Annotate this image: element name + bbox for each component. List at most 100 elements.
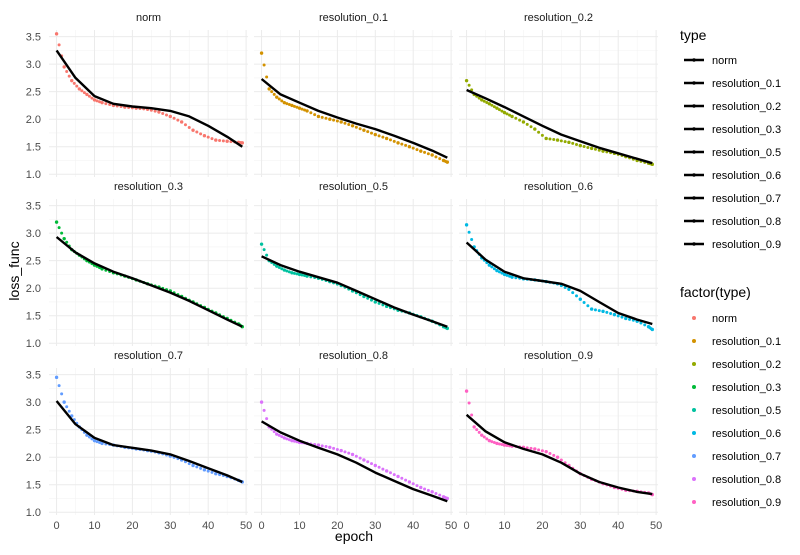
data-point-resolution-0-6 [500, 271, 504, 275]
data-point-resolution-0-8 [388, 471, 392, 475]
legend-key-point [692, 242, 696, 246]
data-point-resolution-0-7 [98, 441, 102, 445]
data-point-norm [157, 110, 161, 114]
data-point-resolution-0-6 [464, 223, 469, 227]
data-point-resolution-0-8 [290, 438, 294, 443]
data-point-resolution-0-7 [191, 463, 195, 468]
data-point-resolution-0-6 [597, 309, 601, 313]
data-point-resolution-0-2 [544, 136, 548, 141]
data-point-resolution-0-9 [480, 433, 484, 437]
fit-line-resolution-0-1 [260, 78, 448, 159]
data-point-resolution-0-3 [65, 240, 69, 244]
strip-label-resolution-0-2: resolution_0.2 [524, 12, 593, 24]
data-point-resolution-0-7 [214, 472, 218, 476]
data-point-resolution-0-7 [65, 405, 69, 409]
data-point-resolution-0-6 [609, 312, 613, 316]
legend-key-point [692, 408, 696, 412]
data-point-resolution-0-8 [426, 488, 430, 492]
data-point-resolution-0-1 [272, 92, 276, 96]
y-tick-label: 3.0 [26, 228, 41, 240]
data-point-resolution-0-9 [559, 458, 563, 462]
data-point-resolution-0-1 [270, 90, 274, 94]
data-point-norm [54, 32, 59, 36]
x-tick-label: 50 [240, 520, 252, 532]
data-point-resolution-0-5 [295, 272, 299, 276]
data-point-resolution-0-1 [295, 105, 299, 109]
data-point-resolution-0-1 [328, 117, 332, 121]
data-point-norm [72, 81, 76, 85]
data-point-norm [206, 135, 210, 139]
data-point-resolution-0-6 [497, 270, 501, 274]
data-point-resolution-0-8 [411, 482, 415, 486]
data-point-resolution-0-1 [400, 142, 404, 146]
data-point-resolution-0-6 [616, 314, 620, 318]
data-point-resolution-0-1 [282, 100, 287, 105]
data-point-resolution-0-1 [350, 124, 355, 128]
data-point-resolution-0-8 [434, 492, 438, 496]
y-tick-label: 2.5 [26, 87, 41, 99]
x-tick-label: 10 [498, 520, 510, 532]
data-point-resolution-0-9 [529, 446, 533, 450]
data-point-resolution-0-7 [202, 468, 207, 472]
data-point-resolution-0-2 [485, 100, 489, 104]
legend-key-point [692, 196, 696, 200]
fit-line-resolution-0-9 [465, 413, 653, 496]
data-point-norm [179, 120, 184, 124]
data-point-resolution-0-8 [350, 452, 355, 457]
y-tick-label: 2.0 [26, 452, 41, 464]
data-point-norm [98, 100, 102, 104]
data-point-resolution-0-9 [555, 455, 560, 459]
data-point-resolution-0-9 [490, 440, 494, 444]
data-point-resolution-0-1 [370, 131, 374, 135]
data-point-resolution-0-6 [624, 316, 628, 321]
panel-resolution-0-6: resolution_0.6 [459, 181, 658, 346]
data-point-resolution-0-1 [280, 99, 284, 103]
data-point-resolution-0-2 [559, 139, 563, 143]
data-point-resolution-0-5 [297, 272, 302, 277]
data-point-resolution-0-2 [467, 83, 471, 87]
data-point-resolution-0-8 [354, 454, 358, 458]
data-point-resolution-0-8 [358, 456, 362, 460]
data-point-resolution-0-9 [477, 430, 481, 434]
data-point-resolution-0-8 [444, 496, 448, 500]
data-point-norm [70, 78, 74, 83]
data-point-norm [187, 125, 191, 129]
data-point-resolution-0-2 [497, 108, 501, 112]
data-point-resolution-0-7 [206, 469, 210, 473]
data-point-resolution-0-2 [593, 147, 597, 151]
legend-label: resolution_0.3 [712, 124, 781, 136]
y-tick-label: 2.0 [26, 114, 41, 126]
data-point-resolution-0-6 [470, 238, 474, 242]
data-point-resolution-0-1 [335, 119, 339, 123]
data-point-resolution-0-8 [335, 447, 339, 451]
legend-key-point [692, 316, 696, 320]
legend-key-point [692, 339, 696, 343]
data-point-resolution-0-9 [472, 425, 476, 429]
legend-key-point [692, 385, 696, 389]
data-point-norm [168, 114, 172, 119]
data-point-norm [221, 139, 225, 143]
data-point-norm [77, 87, 82, 91]
data-point-resolution-0-1 [362, 128, 366, 132]
legend-label: resolution_0.5 [712, 405, 781, 417]
data-point-resolution-0-6 [639, 321, 643, 325]
data-point-resolution-0-1 [434, 155, 438, 159]
data-point-resolution-0-7 [62, 400, 66, 404]
legend-label: norm [712, 55, 737, 67]
y-tick-label: 2.0 [26, 283, 41, 295]
data-point-resolution-0-7 [199, 466, 203, 470]
data-point-resolution-0-1 [430, 153, 434, 157]
legend-label: resolution_0.7 [712, 451, 781, 463]
fit-line-resolution-0-7 [55, 400, 243, 484]
legend-key-point [692, 500, 696, 504]
x-tick-label: 40 [407, 520, 419, 532]
data-point-norm [176, 118, 180, 122]
data-point-resolution-0-2 [586, 145, 590, 149]
strip-label-norm: norm [136, 12, 161, 24]
data-point-resolution-0-8 [320, 444, 324, 448]
data-point-resolution-0-7 [195, 465, 199, 469]
data-point-resolution-0-5 [262, 248, 266, 252]
panel-resolution-0-1: resolution_0.1 [254, 12, 453, 177]
data-point-resolution-0-1 [411, 146, 415, 150]
data-point-norm [218, 138, 222, 142]
